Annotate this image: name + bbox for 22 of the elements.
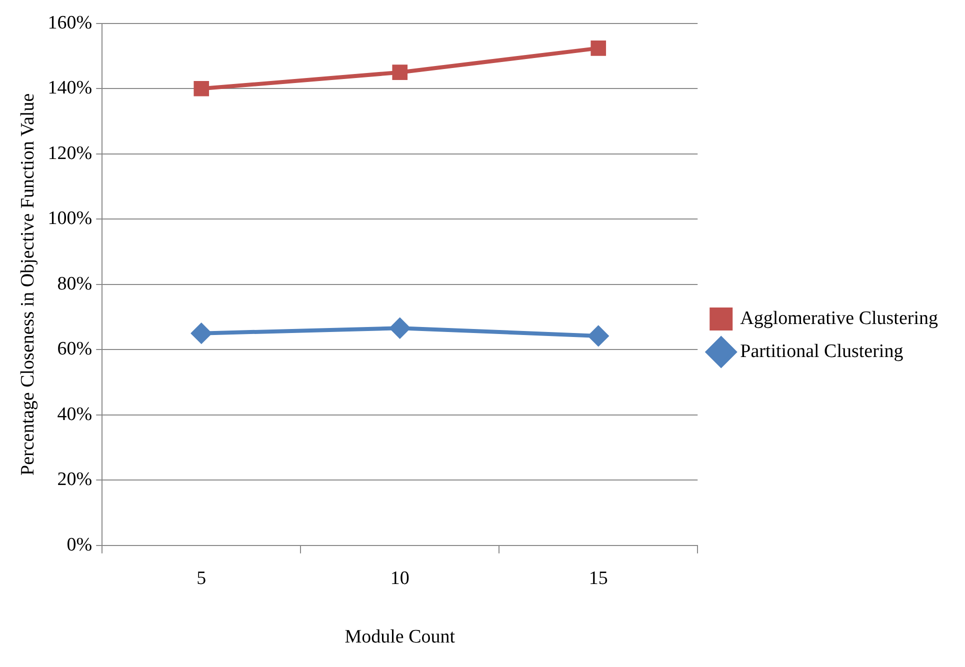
y-tick-label: 100% — [48, 208, 92, 230]
y-tick-label: 0% — [66, 534, 92, 556]
point — [390, 318, 410, 338]
point — [392, 64, 408, 80]
y-tick-label: 160% — [48, 12, 92, 34]
y-tick-label: 120% — [48, 142, 92, 164]
legend-label: Partitional Clustering — [740, 340, 904, 362]
y-tick-label: 20% — [57, 469, 92, 490]
point — [590, 40, 606, 56]
x-tick-label: 10 — [390, 568, 410, 589]
x-axis-title: Module Count — [344, 626, 456, 648]
point — [588, 326, 608, 346]
y-tick-label: 40% — [57, 404, 92, 425]
x-tick-label: 15 — [588, 568, 608, 589]
point — [194, 80, 210, 96]
legend-label: Agglomerative Clustering — [740, 308, 938, 329]
point — [191, 323, 212, 344]
x-tick-label: 5 — [196, 568, 206, 589]
y-tick-label: 60% — [57, 338, 92, 360]
y-tick-label: 80% — [57, 273, 92, 294]
y-axis-title: Percentage Closeness in Objective Function Value — [17, 93, 38, 476]
y-tick-label: 140% — [48, 78, 92, 99]
